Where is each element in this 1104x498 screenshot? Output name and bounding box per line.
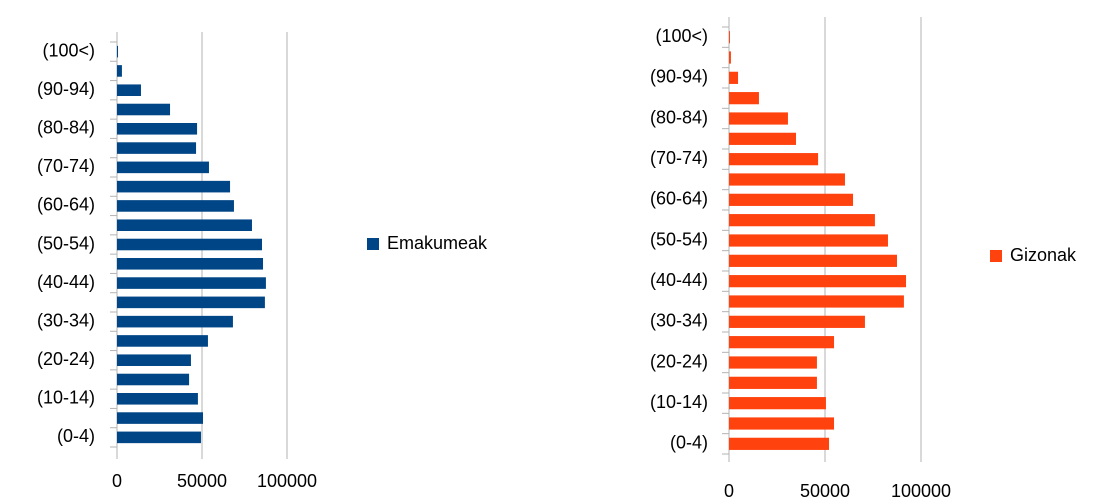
bar — [117, 200, 234, 212]
bar — [729, 356, 817, 369]
bar — [117, 354, 191, 366]
bar — [117, 84, 141, 96]
bar — [117, 65, 122, 77]
y-tick-label: (0-4) — [57, 426, 95, 446]
y-tick-label: (40-44) — [650, 270, 708, 290]
y-tick-label: (0-4) — [670, 433, 708, 453]
bar — [117, 123, 198, 135]
y-tick-label: (80-84) — [37, 118, 95, 138]
bar — [729, 173, 845, 186]
y-tick-label: (100<) — [42, 40, 95, 60]
bar — [117, 142, 197, 154]
legend-label: Gizonak — [1010, 245, 1077, 265]
y-tick-label: (90-94) — [37, 79, 95, 99]
bar — [729, 132, 797, 145]
bar — [117, 393, 198, 405]
y-tick-label: (70-74) — [650, 148, 708, 168]
bar — [729, 193, 854, 206]
bar — [117, 258, 264, 270]
bar — [729, 214, 875, 227]
bar — [729, 112, 788, 125]
x-tick-label: 50000 — [177, 471, 227, 491]
x-tick-label: 0 — [724, 481, 734, 498]
bar — [729, 376, 817, 389]
bar — [729, 71, 739, 84]
bar — [729, 397, 826, 410]
x-tick-label: 100000 — [891, 481, 951, 498]
y-tick-label: (30-34) — [650, 311, 708, 331]
y-tick-label: (10-14) — [37, 388, 95, 408]
bar — [117, 45, 119, 58]
y-tick-label: (50-54) — [650, 229, 708, 249]
bar — [117, 180, 231, 193]
bar — [729, 336, 835, 349]
bar — [729, 153, 819, 166]
y-tick-label: (70-74) — [37, 156, 95, 176]
bar — [117, 296, 265, 309]
bar — [729, 51, 731, 64]
bar — [117, 277, 266, 289]
bar — [729, 254, 897, 267]
legend-swatch — [990, 250, 1002, 262]
bar — [729, 417, 835, 430]
x-tick-label: 50000 — [800, 481, 850, 498]
y-tick-label: (60-64) — [37, 195, 95, 215]
bar — [729, 31, 730, 44]
y-tick-label: (40-44) — [37, 272, 95, 292]
x-tick-label: 100000 — [257, 471, 317, 491]
y-tick-label: (50-54) — [37, 233, 95, 253]
bar — [729, 437, 830, 450]
legend-swatch — [367, 238, 379, 250]
bar — [117, 315, 233, 328]
y-tick-label: (20-24) — [650, 351, 708, 371]
bar — [117, 335, 208, 347]
bar — [729, 315, 865, 328]
bar — [117, 373, 190, 386]
y-tick-label: (90-94) — [650, 67, 708, 87]
bar — [117, 431, 201, 444]
bar — [729, 275, 907, 288]
bar — [729, 234, 888, 247]
bar — [117, 238, 263, 251]
bar — [729, 295, 904, 308]
bar — [117, 219, 252, 231]
y-tick-label: (20-24) — [37, 349, 95, 369]
y-tick-label: (30-34) — [37, 310, 95, 330]
legend-label: Emakumeak — [387, 233, 488, 253]
y-tick-label: (10-14) — [650, 392, 708, 412]
bar — [117, 161, 209, 174]
bar — [117, 103, 171, 116]
y-tick-label: (100<) — [655, 26, 708, 46]
x-tick-label: 0 — [112, 471, 122, 491]
bar — [117, 412, 204, 424]
bar — [729, 92, 759, 105]
y-tick-label: (80-84) — [650, 107, 708, 127]
y-tick-label: (60-64) — [650, 189, 708, 209]
